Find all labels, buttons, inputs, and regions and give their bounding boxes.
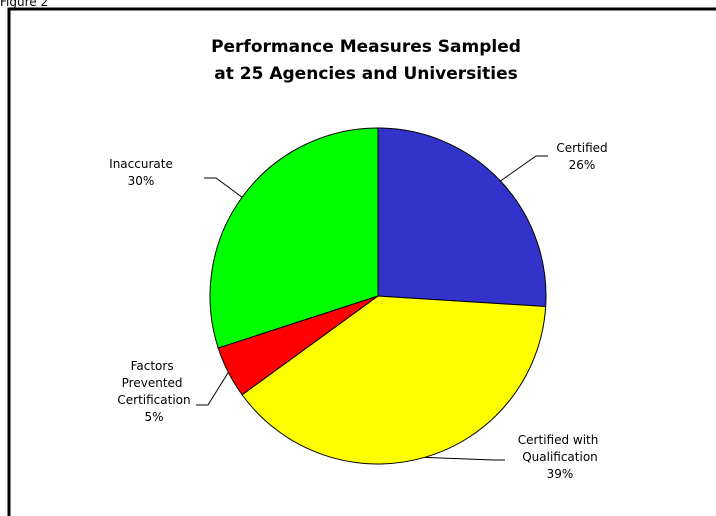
leader-line [424, 456, 505, 461]
chart-frame [7, 7, 716, 516]
chart-title: Performance Measures Sampled [211, 37, 521, 57]
slice-value-label: 30% [128, 174, 155, 188]
slice-label: Factors Prevented Certification [117, 359, 190, 407]
pie-slice [377, 127, 547, 308]
slice-label: Inaccurate [109, 157, 173, 171]
leader-line [196, 372, 229, 406]
chart-title: at 25 Agencies and Universities [214, 64, 517, 84]
slice-label: Certified with Qualification [518, 433, 602, 464]
pie-slice [209, 127, 379, 349]
slice-label: Certified [556, 141, 607, 155]
slice-value-label: 5% [144, 410, 163, 424]
slice-value-label: 26% [569, 158, 596, 172]
figure-label: Figure 2 [0, 0, 48, 9]
slice-value-label: 39% [547, 467, 574, 481]
leader-line [204, 177, 243, 198]
leader-line [500, 155, 548, 182]
pie-slice [241, 295, 547, 465]
